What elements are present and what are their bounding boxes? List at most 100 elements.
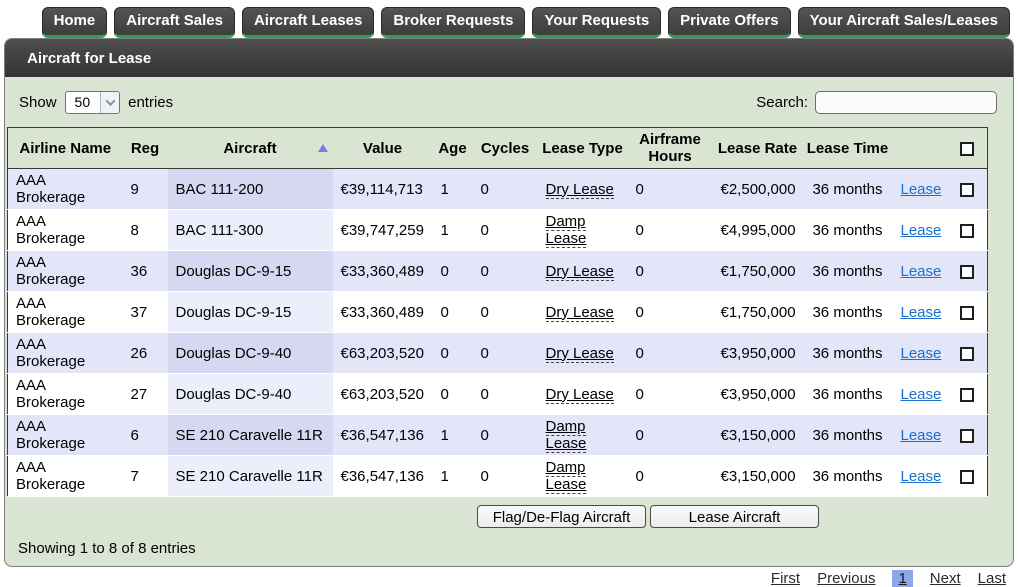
table-controls: Show 50 entries Search: [5, 77, 1013, 127]
lease-type-tooltip-link[interactable]: Dry Lease [545, 262, 614, 281]
cell-aircraft: SE 210 Caravelle 11R [167, 455, 333, 497]
nav-home[interactable]: Home [41, 7, 108, 38]
lease-type-tooltip-link[interactable]: Damp Lease [545, 459, 587, 494]
lease-link[interactable]: Lease [900, 262, 942, 280]
cell-select [947, 168, 988, 210]
search-input[interactable] [815, 90, 997, 114]
entries-label: entries [128, 93, 174, 111]
cell-lease-rate: €1,750,000 [712, 291, 803, 333]
column-header-airline-name[interactable]: Airline Name [7, 127, 123, 169]
flag-deflag-aircraft-button[interactable]: Flag/De-Flag Aircraft [477, 505, 646, 528]
cell-value: €63,203,520 [332, 373, 433, 415]
pagination-page-1[interactable]: 1 [892, 570, 913, 587]
lease-type-tooltip-link[interactable]: Dry Lease [545, 344, 614, 363]
cell-cycles: 0 [472, 209, 538, 251]
row-checkbox[interactable] [960, 305, 975, 320]
cell-airline-name: AAA Brokerage [7, 455, 123, 497]
showing-entries-status: Showing 1 to 8 of 8 entries [18, 540, 196, 557]
lease-link[interactable]: Lease [900, 180, 942, 198]
cell-action: Lease [892, 332, 948, 374]
cell-lease-time: 36 months [802, 455, 893, 497]
nav-your-requests[interactable]: Your Requests [532, 7, 662, 38]
lease-type-tooltip-link[interactable]: Damp Lease [545, 418, 587, 453]
nav-broker-requests[interactable]: Broker Requests [381, 7, 526, 38]
lease-link[interactable]: Lease [900, 221, 942, 239]
nav-aircraft-sales[interactable]: Aircraft Sales [114, 7, 235, 38]
column-header-select [947, 127, 988, 169]
lease-type-tooltip-link[interactable]: Dry Lease [545, 385, 614, 404]
row-checkbox[interactable] [960, 223, 975, 238]
cell-lease-type: Dry Lease [537, 250, 628, 292]
cell-value: €33,360,489 [332, 250, 433, 292]
column-header-age[interactable]: Age [432, 127, 473, 169]
column-header-reg[interactable]: Reg [122, 127, 168, 169]
chevron-down-icon [100, 91, 120, 113]
row-checkbox[interactable] [960, 182, 975, 197]
lease-link[interactable]: Lease [900, 385, 942, 403]
cell-cycles: 0 [472, 250, 538, 292]
row-checkbox[interactable] [960, 264, 975, 279]
row-checkbox[interactable] [960, 346, 975, 361]
cell-reg: 7 [122, 455, 168, 497]
lease-type-tooltip-link[interactable]: Dry Lease [545, 303, 614, 322]
cell-select [947, 209, 988, 251]
nav-aircraft-leases[interactable]: Aircraft Leases [241, 7, 375, 38]
page-title: Aircraft for Lease [27, 49, 152, 67]
pagination-first[interactable]: First [770, 570, 801, 587]
table-body: AAA Brokerage 9 BAC 111-200 €39,114,713 … [7, 168, 988, 497]
lease-link[interactable]: Lease [900, 426, 942, 444]
bulk-action-buttons: Flag/De-Flag Aircraft Lease Aircraft [5, 497, 1013, 528]
cell-airline-name: AAA Brokerage [7, 168, 123, 210]
cell-airframe-hours: 0 [627, 291, 713, 333]
page-size-select[interactable]: 50 [64, 90, 121, 114]
cell-lease-rate: €3,950,000 [712, 373, 803, 415]
cell-lease-time: 36 months [802, 373, 893, 415]
column-header-lease-time[interactable]: Lease Time [802, 127, 893, 169]
select-all-checkbox[interactable] [960, 141, 975, 156]
cell-aircraft: BAC 111-200 [167, 168, 333, 210]
lease-link[interactable]: Lease [900, 303, 942, 321]
cell-airframe-hours: 0 [627, 332, 713, 374]
column-header-aircraft[interactable]: Aircraft [167, 127, 333, 169]
pagination-last[interactable]: Last [977, 570, 1006, 587]
row-checkbox[interactable] [960, 387, 975, 402]
cell-airframe-hours: 0 [627, 373, 713, 415]
nav-private-offers[interactable]: Private Offers [668, 7, 791, 38]
cell-value: €39,747,259 [332, 209, 433, 251]
column-header-value[interactable]: Value [332, 127, 433, 169]
table-row: AAA Brokerage 7 SE 210 Caravelle 11R €36… [7, 455, 988, 497]
cell-reg: 37 [122, 291, 168, 333]
pagination-previous[interactable]: Previous [817, 570, 876, 587]
lease-link[interactable]: Lease [900, 344, 942, 362]
lease-type-tooltip-link[interactable]: Damp Lease [545, 213, 587, 248]
row-checkbox[interactable] [960, 469, 975, 484]
cell-lease-time: 36 months [802, 250, 893, 292]
lease-type-tooltip-link[interactable]: Dry Lease [545, 180, 614, 199]
cell-cycles: 0 [472, 373, 538, 415]
column-header-lease-type[interactable]: Lease Type [537, 127, 628, 169]
table-row: AAA Brokerage 37 Douglas DC-9-15 €33,360… [7, 291, 988, 333]
pagination: First Previous 1 Next Last [0, 570, 1006, 587]
cell-reg: 6 [122, 414, 168, 456]
cell-reg: 36 [122, 250, 168, 292]
cell-reg: 27 [122, 373, 168, 415]
table-row: AAA Brokerage 6 SE 210 Caravelle 11R €36… [7, 414, 988, 456]
lease-link[interactable]: Lease [900, 467, 942, 485]
cell-cycles: 0 [472, 332, 538, 374]
pagination-next[interactable]: Next [929, 570, 961, 587]
nav-your-aircraft-sales-leases[interactable]: Your Aircraft Sales/Leases [797, 7, 1010, 38]
cell-lease-type: Damp Lease [537, 455, 628, 497]
cell-reg: 26 [122, 332, 168, 374]
cell-age: 1 [432, 455, 473, 497]
cell-value: €39,114,713 [332, 168, 433, 210]
cell-reg: 8 [122, 209, 168, 251]
cell-age: 1 [432, 209, 473, 251]
show-label: Show [19, 93, 57, 111]
column-header-cycles[interactable]: Cycles [472, 127, 538, 169]
cell-lease-type: Dry Lease [537, 332, 628, 374]
column-header-airframe-hours[interactable]: Airframe Hours [627, 127, 713, 169]
row-checkbox[interactable] [960, 428, 975, 443]
cell-airframe-hours: 0 [627, 209, 713, 251]
column-header-lease-rate[interactable]: Lease Rate [712, 127, 803, 169]
lease-aircraft-button[interactable]: Lease Aircraft [650, 505, 819, 528]
